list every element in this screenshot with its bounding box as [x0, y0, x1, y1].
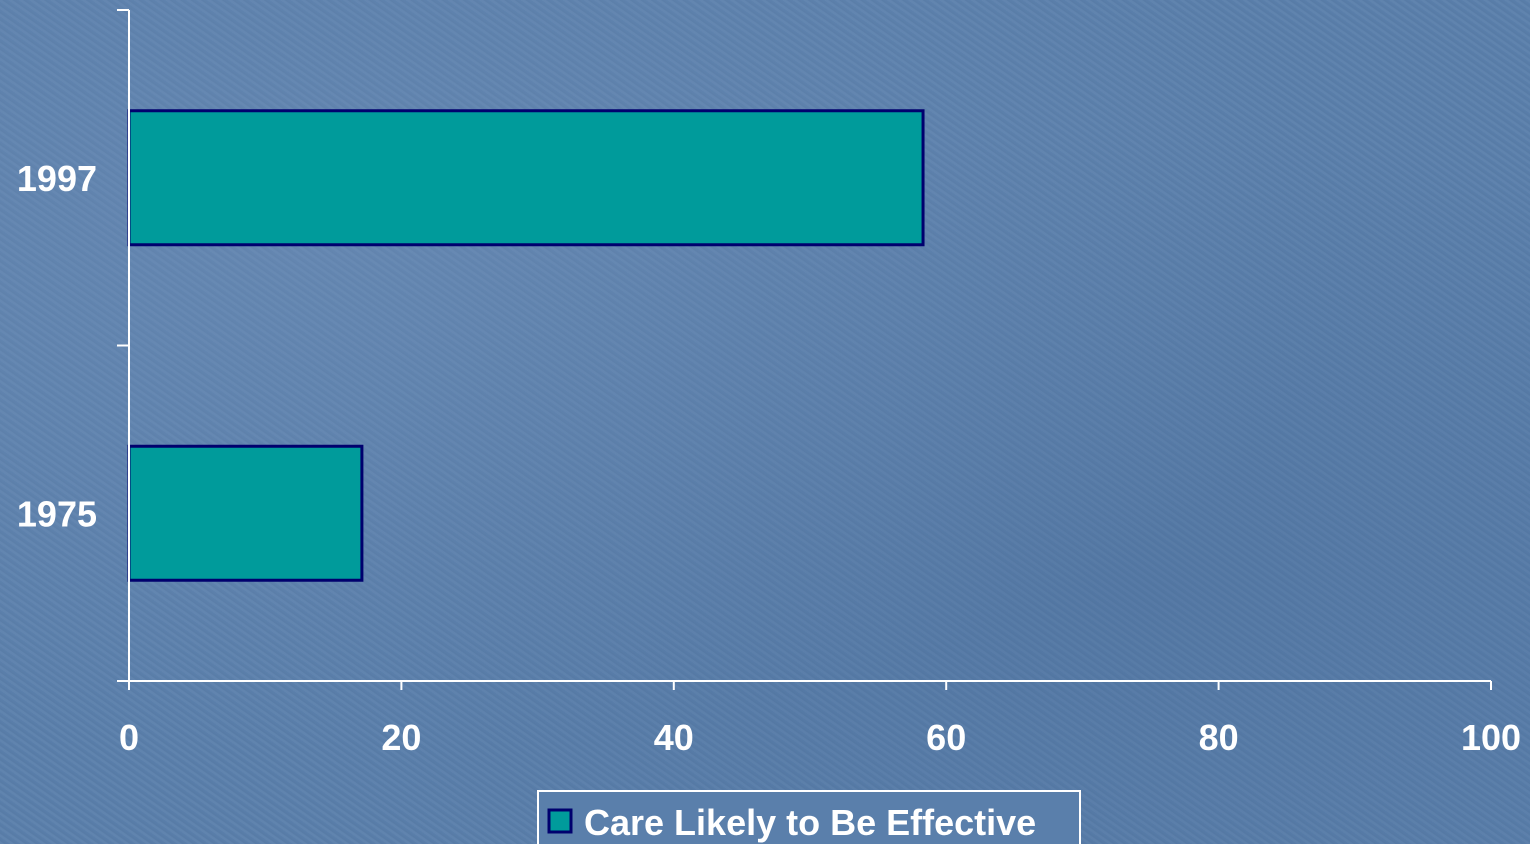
axes-group [117, 9, 1492, 690]
bars-group [127, 109, 925, 582]
x-tick-label: 80 [1199, 717, 1239, 758]
x-tick-label: 100 [1461, 717, 1521, 758]
category-labels: 1997 1975 [17, 158, 97, 535]
x-tick-label: 20 [381, 717, 421, 758]
legend-swatch [547, 808, 573, 834]
x-tick-label: 60 [926, 717, 966, 758]
category-label: 1975 [17, 493, 97, 534]
bar-1975 [127, 444, 364, 582]
x-tick-label: 40 [654, 717, 694, 758]
legend-box [537, 790, 1081, 844]
bar-1997 [127, 109, 925, 247]
legend: Care Likely to Be Effective [537, 790, 1081, 844]
category-label: 1997 [17, 158, 97, 199]
x-tick-labels: 0 20 40 60 80 100 [119, 717, 1521, 758]
legend-label: Care Likely to Be Effective [584, 802, 1036, 843]
x-tick-label: 0 [119, 717, 139, 758]
